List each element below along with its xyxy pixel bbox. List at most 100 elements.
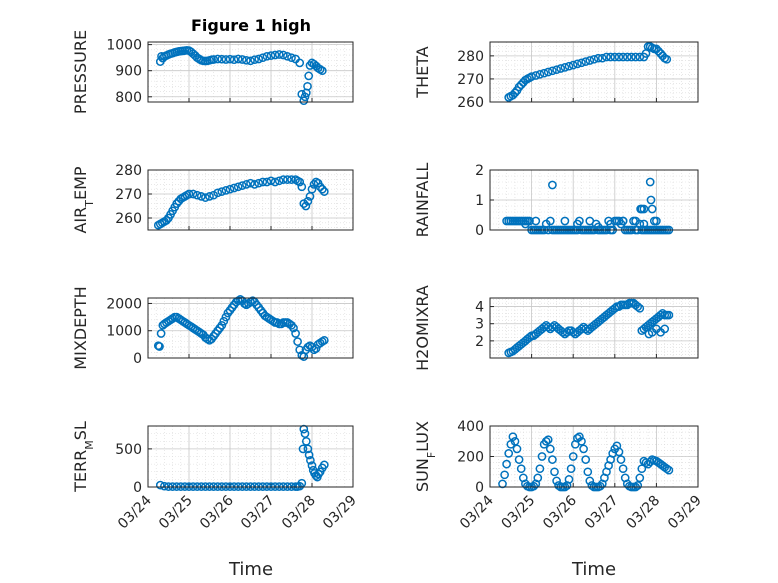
- panel-1-point: [270, 50, 280, 60]
- panel-1-ylabel: PRESSURE: [71, 30, 90, 114]
- panel-4-point: [646, 195, 656, 205]
- panel-3-ylabel-rest: EMP: [71, 166, 90, 200]
- panel-8-xtick-label: 03/24: [457, 492, 497, 532]
- panel-8-point: [568, 452, 578, 461]
- panel-1-point: [233, 54, 243, 64]
- panel-5-axes-box: [147, 297, 354, 359]
- panel-7: 0 500 TERRMSL 03/24 03/25 03/26 03/27 03/28 03/2…: [71, 421, 360, 532]
- panel-6-ytick-label: 3: [475, 317, 484, 333]
- panel-2-point: [539, 68, 549, 78]
- panel-3: 260 270 280 AIRTEMP: [71, 163, 354, 234]
- panel-8-ylabel-rest: LUX: [413, 421, 432, 452]
- panel-8-point: [516, 464, 526, 474]
- panel-4-point: [521, 219, 530, 229]
- panel-3-point: [205, 192, 214, 201]
- panel-3-point: [297, 182, 307, 192]
- panel-1-point: [295, 58, 305, 68]
- panel-3-ylabel: AIRTEMP: [71, 166, 96, 233]
- panel-8: 0 200 400 SUNFLUX 03/24 03/25 03/26 03/27 03/28 0…: [413, 419, 705, 532]
- panel-3-point: [254, 178, 264, 188]
- panel-1-ytick-label: 800: [115, 90, 142, 106]
- panel-7-xtick-label: 03/25: [156, 493, 196, 533]
- panel-5-ytick-label: 2000: [106, 296, 142, 312]
- panel-5-point: [293, 337, 302, 346]
- panel-5-point: [289, 323, 298, 333]
- panel-8-ytick-label: 200: [457, 450, 484, 466]
- panel-3-point: [162, 216, 171, 225]
- panel-1-point: [229, 55, 239, 65]
- panel-6-point: [633, 302, 643, 311]
- panel-2-point: [535, 69, 545, 79]
- panel-3-point: [242, 180, 251, 189]
- panel-1-ylabel-main: PRESSURE: [71, 30, 90, 114]
- panel-7-ylabel: TERRMSL: [71, 421, 96, 493]
- panel-2-point: [602, 52, 611, 62]
- panel-5-point: [319, 335, 329, 345]
- panel-7-point: [160, 481, 169, 491]
- panel-4-ytick-label: 2: [475, 163, 484, 179]
- panel-7-ytick-label: 0: [133, 480, 142, 496]
- panel-1-point: [274, 50, 284, 59]
- panel-8-point: [537, 452, 547, 461]
- panel-6-axes-box: [489, 297, 699, 359]
- panel-3-point: [303, 196, 313, 206]
- figure-title: Figure 1 high: [191, 16, 311, 35]
- panel-8-point: [514, 455, 524, 464]
- panel-2-point: [627, 52, 636, 62]
- panel-4: 0 1 2 RAINFALL: [413, 163, 699, 239]
- panel-5-ytick-label: 1000: [106, 324, 142, 340]
- panel-5-point: [156, 329, 166, 338]
- panel-4-ylabel-main: RAINFALL: [413, 163, 432, 238]
- panel-8-point: [581, 455, 591, 464]
- panel-8-point: [577, 436, 586, 446]
- panel-5-point: [276, 319, 286, 329]
- panel-8-point: [535, 464, 545, 474]
- panel-8-ylabel: SUNFLUX: [413, 421, 438, 492]
- panel-2-point: [614, 52, 624, 62]
- panel-3-ylabel-sub: T: [83, 200, 96, 208]
- panel-4-point: [548, 180, 557, 190]
- panel-7-point: [306, 455, 315, 465]
- panel-4-ytick-label: 0: [475, 223, 484, 239]
- panel-3-ytick-label: 260: [115, 211, 142, 227]
- panel-8-point: [575, 432, 584, 442]
- panel-3-point: [225, 184, 235, 194]
- panel-2-ylabel-main: THETA: [413, 46, 432, 98]
- panel-1-ytick-label: 900: [115, 64, 142, 80]
- panel-3-point: [250, 180, 259, 189]
- panel-2-point: [543, 67, 553, 77]
- panel-7-point: [298, 444, 308, 454]
- panel-2-point: [631, 52, 640, 62]
- panel-8-ylabel-sub: F: [425, 452, 438, 458]
- panel-2-point: [552, 65, 561, 75]
- panel-2-ytick-label: 280: [457, 49, 484, 65]
- panel-7-xtick-label: 03/29: [320, 493, 360, 533]
- panel-2: 260 270 280 THETA: [413, 41, 699, 111]
- panel-1-point: [300, 92, 310, 102]
- panel-2-point: [606, 52, 615, 62]
- panel-1-point: [278, 50, 288, 60]
- panel-5-ylabel: MIXDEPTH: [71, 286, 90, 369]
- panel-8-point: [566, 464, 576, 474]
- panel-8-point: [510, 436, 520, 446]
- panel-3-point: [229, 183, 239, 193]
- panel-8-point: [504, 449, 514, 458]
- panel-1-point: [225, 54, 235, 64]
- panel-3-point: [262, 177, 272, 187]
- panel-8-xtick-label: 03/29: [665, 493, 705, 533]
- panel-8-axes-box: [489, 425, 699, 488]
- panel-2-point: [531, 71, 541, 80]
- panel-3-point: [258, 177, 268, 187]
- panel-3-point: [246, 178, 255, 188]
- panel-1-point: [262, 51, 272, 61]
- panel-2-point: [577, 58, 586, 68]
- panel-7-point: [314, 469, 323, 479]
- panel-3-point: [274, 176, 284, 186]
- panel-2-point: [564, 61, 574, 71]
- panel-8-point: [662, 464, 672, 474]
- panel-8-xtick-label: 03/26: [540, 492, 580, 532]
- panel-1-point: [317, 66, 327, 76]
- panel-3-axes-box: [147, 169, 354, 231]
- panel-5-ytick-label: 0: [133, 351, 142, 367]
- panel-4-point: [639, 204, 649, 214]
